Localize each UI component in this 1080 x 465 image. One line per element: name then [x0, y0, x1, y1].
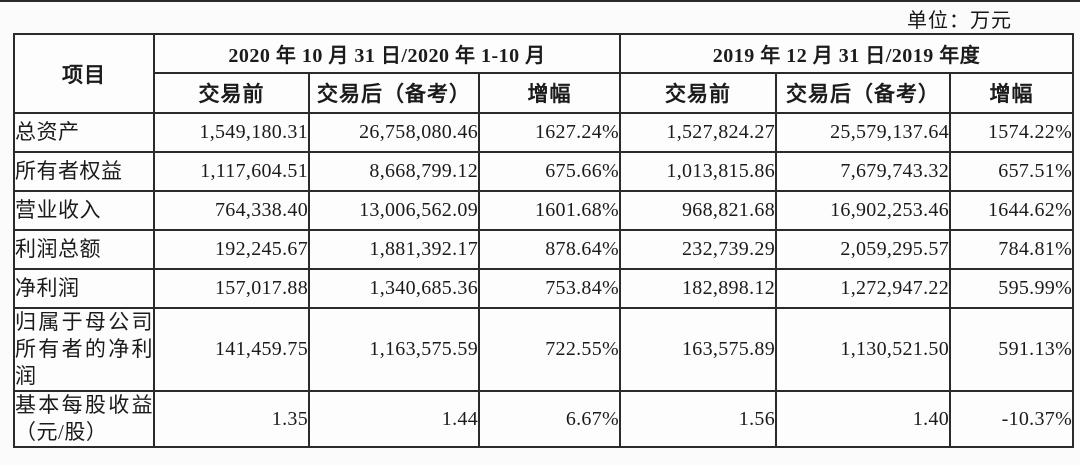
cell-value: -10.37% [948, 390, 1075, 448]
top-rule [0, 0, 1080, 2]
cell-value: 722.55% [478, 307, 621, 392]
unit-label: 单位：万元 [907, 10, 1012, 32]
table-row: 总资产 1,549,180.31 26,758,080.46 1627.24% … [13, 112, 1075, 153]
table-row: 归属于母公司所有者的净利润 141,459.75 1,163,575.59 72… [13, 307, 1075, 392]
cell-value: 1,117,604.51 [153, 151, 310, 192]
cell-value: 1,881,392.17 [308, 229, 480, 270]
cell-value: 1,163,575.59 [308, 307, 480, 392]
cell-value: 16,902,253.46 [775, 190, 951, 231]
col-header-increase-2020: 增幅 [478, 72, 621, 114]
cell-value: 1,013,815.86 [619, 151, 777, 192]
cell-value: 675.66% [478, 151, 621, 192]
col-header-post-deal-2019: 交易后（备考） [775, 72, 951, 114]
cell-value: 1,549,180.31 [153, 112, 310, 153]
row-label: 利润总额 [13, 229, 155, 270]
cell-value: 753.84% [478, 268, 621, 309]
cell-value: 1601.68% [478, 190, 621, 231]
cell-value: 141,459.75 [153, 307, 310, 392]
table-row: 基本每股收益（元/股） 1.35 1.44 6.67% 1.56 1.40 -1… [13, 390, 1075, 448]
cell-value: 6.67% [478, 390, 621, 448]
cell-value: 157,017.88 [153, 268, 310, 309]
table-row: 净利润 157,017.88 1,340,685.36 753.84% 182,… [13, 268, 1075, 309]
cell-value: 1.35 [153, 390, 310, 448]
cell-value: 657.51% [948, 151, 1075, 192]
table-body: 总资产 1,549,180.31 26,758,080.46 1627.24% … [13, 112, 1075, 448]
cell-value: 192,245.67 [153, 229, 310, 270]
row-label: 归属于母公司所有者的净利润 [13, 307, 155, 392]
cell-value: 1574.22% [948, 112, 1075, 153]
cell-value: 784.81% [948, 229, 1075, 270]
cell-value: 1,340,685.36 [308, 268, 480, 309]
row-label: 所有者权益 [13, 151, 155, 192]
cell-value: 595.99% [948, 268, 1075, 309]
table-row: 利润总额 192,245.67 1,881,392.17 878.64% 232… [13, 229, 1075, 270]
cell-value: 1644.62% [948, 190, 1075, 231]
period-header-2019: 2019 年 12 月 31 日/2019 年度 [618, 33, 1075, 74]
col-header-post-deal-2020: 交易后（备考） [308, 72, 480, 114]
cell-value: 163,575.89 [619, 307, 777, 392]
cell-value: 1,527,824.27 [619, 112, 777, 153]
cell-value: 1.40 [775, 390, 951, 448]
cell-value: 591.13% [948, 307, 1075, 392]
cell-value: 182,898.12 [619, 268, 777, 309]
cell-value: 232,739.29 [619, 229, 777, 270]
table-row: 所有者权益 1,117,604.51 8,668,799.12 675.66% … [13, 151, 1075, 192]
cell-value: 1,130,521.50 [775, 307, 951, 392]
subcolumn-header-row: 交易前 交易后（备考） 增幅 交易前 交易后（备考） 增幅 [14, 72, 1075, 114]
row-label: 基本每股收益（元/股） [13, 390, 155, 448]
period-header-2020: 2020 年 10 月 31 日/2020 年 1-10 月 [153, 33, 621, 74]
cell-value: 1,272,947.22 [775, 268, 951, 309]
col-header-pre-deal-2019: 交易前 [619, 72, 777, 114]
col-header-pre-deal-2020: 交易前 [153, 72, 310, 114]
cell-value: 26,758,080.46 [308, 112, 480, 153]
row-label: 总资产 [13, 112, 155, 153]
row-label: 营业收入 [13, 190, 155, 231]
period-header-row: 项目 2020 年 10 月 31 日/2020 年 1-10 月 2019 年… [13, 33, 1075, 114]
cell-value: 13,006,562.09 [308, 190, 480, 231]
col-header-increase-2019: 增幅 [948, 72, 1075, 114]
cell-value: 878.64% [478, 229, 621, 270]
item-column-header: 项目 [13, 33, 155, 114]
cell-value: 1.44 [308, 390, 480, 448]
cell-value: 25,579,137.64 [775, 112, 951, 153]
table-row: 营业收入 764,338.40 13,006,562.09 1601.68% 9… [13, 190, 1075, 231]
row-label: 净利润 [13, 268, 155, 309]
table-header: 项目 2020 年 10 月 31 日/2020 年 1-10 月 2019 年… [13, 33, 1075, 114]
cell-value: 7,679,743.32 [775, 151, 951, 192]
cell-value: 2,059,295.57 [775, 229, 951, 270]
cell-value: 8,668,799.12 [308, 151, 480, 192]
cell-value: 764,338.40 [153, 190, 310, 231]
cell-value: 1.56 [619, 390, 777, 448]
financial-comparison-table: 项目 2020 年 10 月 31 日/2020 年 1-10 月 2019 年… [13, 33, 1075, 448]
cell-value: 968,821.68 [619, 190, 777, 231]
cell-value: 1627.24% [478, 112, 621, 153]
